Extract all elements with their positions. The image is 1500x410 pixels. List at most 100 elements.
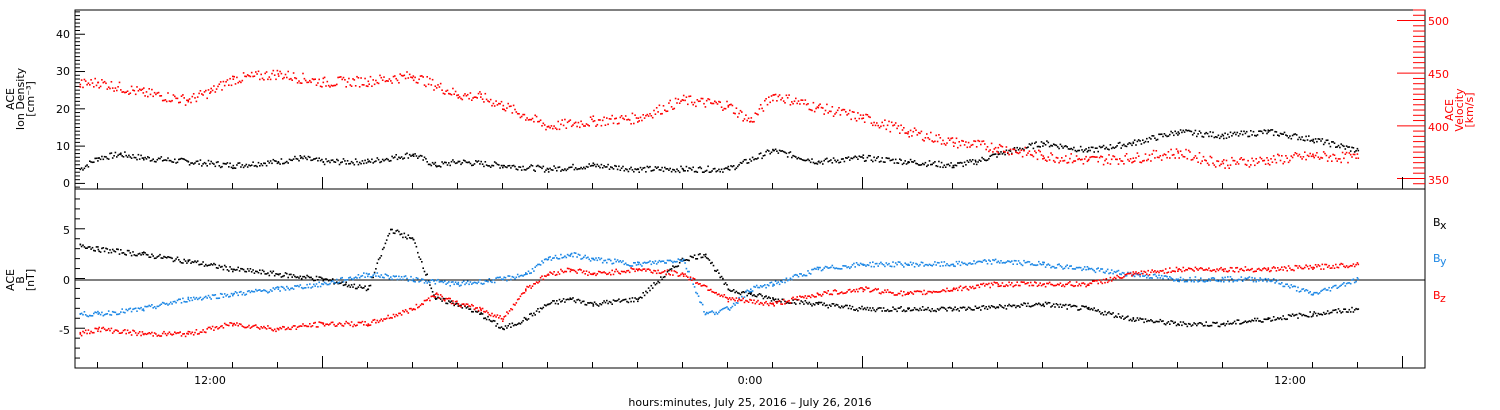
velocity-point (1119, 158, 1121, 160)
bx-point (441, 300, 443, 302)
bz-point (1086, 284, 1089, 287)
velocity-point (322, 81, 325, 84)
bx-point (379, 257, 381, 259)
bx-point (923, 309, 925, 311)
bz-point (869, 291, 871, 293)
bz-point (1241, 269, 1244, 271)
bz-point (912, 293, 915, 295)
bz-point (804, 295, 807, 297)
by-point (782, 279, 785, 281)
by-point (415, 277, 418, 279)
bz-point (759, 301, 762, 304)
density-point (1039, 146, 1041, 148)
by-point (202, 297, 204, 300)
bx-point (1136, 317, 1139, 319)
bz-point (959, 285, 962, 287)
bx-point (981, 305, 983, 308)
density-point (1170, 130, 1172, 133)
velocity-point (707, 98, 709, 100)
velocity-point (1113, 155, 1116, 158)
bz-point (493, 314, 496, 317)
density-point (1100, 146, 1102, 149)
bx-point (314, 279, 316, 282)
bz-point (1187, 267, 1190, 269)
density-point (764, 154, 766, 157)
bx-point (1227, 320, 1229, 323)
by-point (850, 266, 852, 268)
bx-point (1302, 313, 1305, 316)
by-point (358, 276, 361, 279)
bx-point (187, 260, 190, 263)
by-point (942, 265, 944, 267)
by-point (411, 279, 414, 282)
density-point (534, 170, 536, 172)
by-point (908, 264, 910, 266)
by-point (1101, 268, 1104, 270)
bx-point (996, 306, 998, 308)
bz-point (237, 324, 239, 327)
velocity-point (903, 127, 905, 129)
density-point (317, 159, 319, 162)
velocity-point (597, 119, 600, 121)
velocity-point (1194, 155, 1197, 157)
velocity-point (939, 137, 942, 139)
velocity-point (693, 101, 696, 104)
bz-point (1202, 269, 1205, 271)
by-point (394, 275, 396, 278)
velocity-point (858, 117, 861, 120)
bz-point (1066, 283, 1068, 285)
density-point (273, 160, 276, 162)
by-point (272, 287, 275, 289)
density-point (1208, 135, 1210, 138)
bx-point (395, 230, 397, 232)
velocity-point (1349, 153, 1352, 156)
velocity-point (102, 81, 105, 84)
by-point (217, 297, 219, 300)
bz-point (564, 270, 566, 273)
by-point (448, 281, 450, 283)
bx-point (1252, 320, 1255, 322)
velocity-point (732, 112, 735, 114)
density-point (1241, 133, 1244, 136)
velocity-point (635, 117, 638, 119)
density-point (469, 162, 472, 165)
by-point (502, 278, 505, 281)
velocity-point (566, 121, 569, 124)
bx-point (144, 252, 146, 254)
by-point (268, 291, 271, 293)
bz-point (167, 332, 169, 335)
density-point (1169, 133, 1171, 136)
bz-point (106, 329, 109, 331)
velocity-point (1201, 160, 1203, 162)
density-point (246, 166, 249, 168)
by-point (1217, 280, 1220, 283)
velocity-point (1100, 155, 1102, 158)
velocity-point (881, 121, 883, 124)
bx-point (1027, 302, 1029, 305)
bz-point (103, 328, 106, 330)
bx-point (645, 290, 647, 293)
bx-point (325, 278, 327, 280)
velocity-point (202, 94, 204, 96)
by-point (672, 261, 674, 264)
velocity-point (1239, 158, 1241, 160)
density-point (272, 158, 275, 161)
density-point (487, 165, 489, 167)
bz-point (286, 328, 288, 330)
bx-point (1025, 305, 1028, 307)
bz-point (419, 304, 422, 307)
density-axis-label: ACE Ion Density [cm⁻³] (4, 67, 37, 130)
density-point (757, 157, 759, 159)
by-point (707, 312, 709, 315)
density-point (174, 158, 176, 161)
density-point (1314, 138, 1317, 140)
density-point (707, 165, 709, 168)
density-point (364, 159, 366, 162)
by-point (333, 281, 335, 284)
velocity-point (147, 95, 149, 98)
density-point (334, 161, 337, 163)
bx-point (992, 305, 994, 308)
density-point (1167, 135, 1170, 137)
by-point (423, 282, 426, 284)
by-point (930, 264, 932, 266)
